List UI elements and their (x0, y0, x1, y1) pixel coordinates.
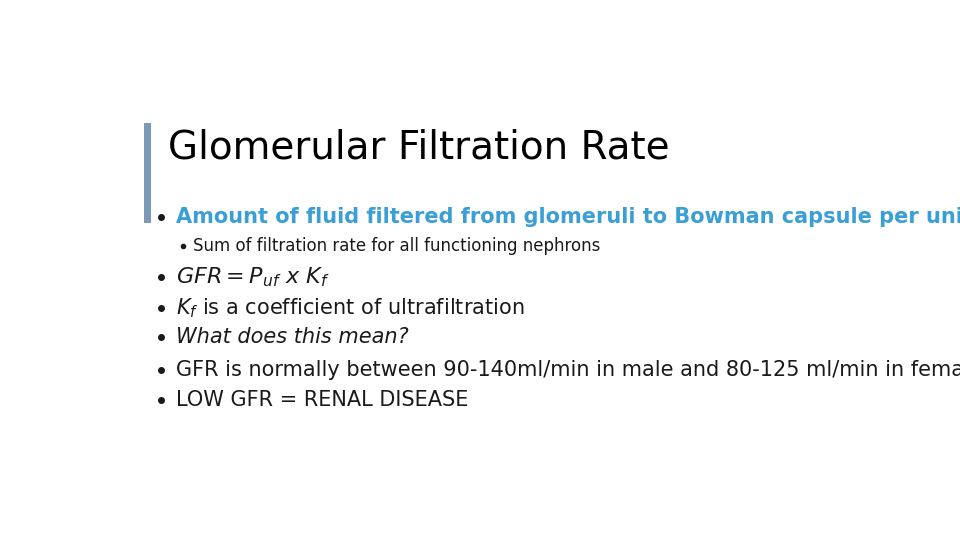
Text: LOW GFR = RENAL DISEASE: LOW GFR = RENAL DISEASE (176, 389, 468, 409)
FancyBboxPatch shape (144, 123, 151, 223)
Text: What does this mean?: What does this mean? (176, 327, 409, 347)
Text: Sum of filtration rate for all functioning nephrons: Sum of filtration rate for all functioni… (193, 237, 600, 255)
Text: GFR is normally between 90-140ml/min in male and 80-125 ml/min in female: GFR is normally between 90-140ml/min in … (176, 360, 960, 380)
Text: Amount of fluid filtered from glomeruli to Bowman capsule per unit time: Amount of fluid filtered from glomeruli … (176, 207, 960, 227)
Text: $K_f$ is a coefficient of ultrafiltration: $K_f$ is a coefficient of ultrafiltratio… (176, 296, 524, 320)
Text: $\bf\it{GFR = P_{uf}\ x\ K_{f}}$: $\bf\it{GFR = P_{uf}\ x\ K_{f}}$ (176, 265, 329, 289)
Text: Glomerular Filtration Rate: Glomerular Filtration Rate (168, 129, 670, 167)
